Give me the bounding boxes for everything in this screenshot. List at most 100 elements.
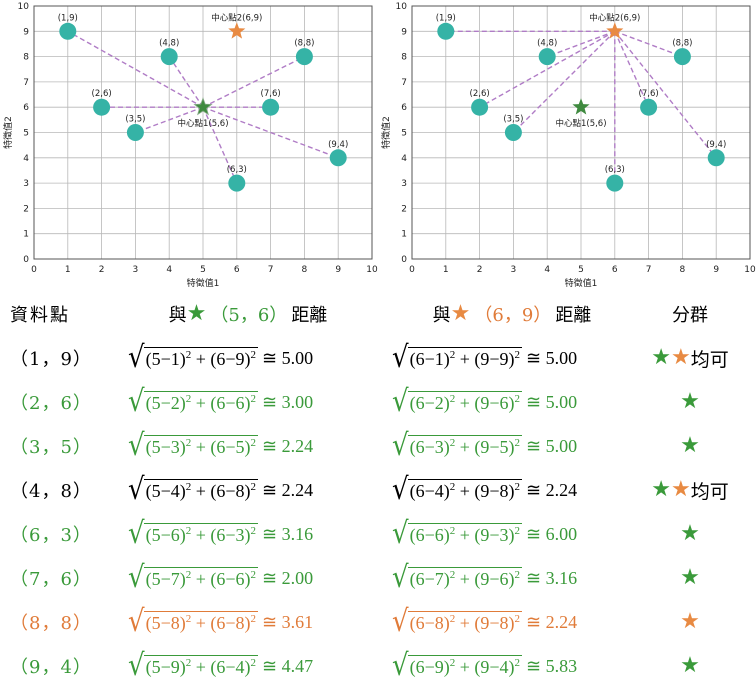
y-tick-label: 2 (401, 204, 407, 214)
chart-svg: 0 1 2 3 4 5 6 7 8 9 10 0 1 2 3 4 5 6 7 8 9 10 特徵值1 特徵值2 (1,9) (2,… (2, 2, 378, 289)
x-tick-label: 6 (234, 265, 240, 275)
distance-result: ≅ 3.16 (526, 567, 578, 588)
distance-result: ≅ 5.00 (526, 435, 578, 456)
radicand: (6−1)2 + (9−9)2 (407, 346, 523, 369)
x-axis-label: 特徵值1 (187, 277, 220, 289)
x-tick-label: 9 (713, 265, 719, 275)
sqrt-symbol: √ (392, 472, 409, 508)
scatter-chart-center2: 0 1 2 3 4 5 6 7 8 9 10 0 1 2 3 4 5 6 7 8 9 10 特徵值1 特徵值2 (1,9) (2,… (378, 0, 756, 296)
header-prefix: 與 (168, 305, 187, 326)
point-label: (1,9) (436, 13, 456, 23)
distance-to-center1: √ (5−7)2 + (6−6)2 ≅ 2.00 (128, 556, 368, 600)
distance-result: ≅ 2.24 (526, 479, 578, 500)
point-label: (1,9) (58, 13, 78, 23)
x-tick-label: 4 (544, 265, 550, 275)
distance-to-center2: √ (6−9)2 + (9−4)2 ≅ 5.83 (392, 644, 632, 688)
point-label: (3,5) (125, 115, 145, 125)
point-label: (9,4) (328, 140, 348, 150)
distance-to-center1: √ (5−8)2 + (6−8)2 ≅ 3.61 (128, 600, 368, 644)
plot-frame (33, 5, 373, 260)
distance-to-center1: √ (5−3)2 + (6−5)2 ≅ 2.24 (128, 424, 368, 468)
y-tick-label: 9 (23, 27, 29, 37)
table-row: （6，3） √ (5−6)2 + (6−3)2 ≅ 3.16 √ (6−6)2 + (9−… (0, 512, 756, 556)
y-axis-label: 特徵值2 (2, 116, 14, 149)
row-group: ★ ★ 均可 (640, 336, 740, 380)
point-label: (6,3) (605, 165, 625, 175)
distance-formula: √ (5−8)2 + (6−8)2 ≅ 3.61 (128, 604, 313, 640)
x-tick-label: 10 (366, 265, 378, 275)
distance-formula: √ (6−2)2 + (9−6)2 ≅ 5.00 (392, 385, 577, 420)
x-tick-label: 7 (646, 265, 652, 275)
x-tick-label: 5 (578, 265, 584, 275)
distance-line (168, 56, 204, 108)
group-text: 均可 (690, 348, 729, 371)
green-star-icon: ★ (651, 345, 671, 370)
table-row: （4，8） √ (5−4)2 + (6−8)2 ≅ 2.24 √ (6−4)2 + (9−… (0, 468, 756, 512)
y-tick-label: 10 (18, 2, 30, 12)
sqrt-symbol: √ (128, 340, 145, 376)
radicand: (5−6)2 + (6−3)2 (143, 522, 259, 545)
green-star-icon: ★ (186, 301, 207, 326)
distance-formula: √ (6−7)2 + (9−6)2 ≅ 3.16 (392, 561, 578, 596)
x-tick-label: 1 (443, 265, 449, 275)
distance-to-center1: √ (5−2)2 + (6−6)2 ≅ 3.00 (128, 380, 368, 424)
green-star-icon: ★ (680, 653, 700, 678)
green-star-icon: ★ (680, 433, 700, 458)
y-tick-label: 4 (23, 154, 29, 164)
radicand: (6−6)2 + (9−3)2 (407, 522, 523, 545)
distance-result: ≅ 5.83 (526, 655, 578, 676)
radicand: (5−4)2 + (6−8)2 (143, 478, 259, 501)
distance-result: ≅ 5.00 (262, 347, 314, 368)
header-coord: （6，9） (474, 305, 552, 326)
distance-to-center2: √ (6−7)2 + (9−6)2 ≅ 3.16 (392, 556, 632, 600)
data-point (538, 48, 556, 66)
x-tick-label: 3 (511, 265, 517, 275)
y-tick-label: 10 (396, 2, 408, 12)
header-group: 分群 (672, 305, 708, 326)
distance-formula: √ (5−7)2 + (6−6)2 ≅ 2.00 (128, 561, 314, 596)
y-tick-label: 1 (401, 230, 407, 240)
point-label: (7,6) (261, 89, 281, 99)
distance-result: ≅ 5.00 (526, 347, 578, 368)
table-row: （9，4） √ (5−9)2 + (6−4)2 ≅ 4.47 √ (6−9)2 + (9−… (0, 644, 756, 688)
y-tick-label: 5 (23, 129, 29, 139)
sqrt-symbol: √ (128, 604, 145, 640)
distance-result: ≅ 2.00 (262, 567, 314, 588)
data-point (707, 149, 725, 167)
x-tick-label: 7 (268, 265, 274, 275)
table-row: （2，6） √ (5−2)2 + (6−6)2 ≅ 3.00 √ (6−2)2 + (9−… (0, 380, 756, 424)
point-label: (2,6) (470, 89, 490, 99)
distance-to-center1: √ (5−6)2 + (6−3)2 ≅ 3.16 (128, 512, 368, 556)
x-tick-label: 2 (99, 265, 105, 275)
data-point (93, 98, 111, 116)
header-distance-center2: 與 ★ （6，9） 距離 (392, 292, 632, 336)
distance-to-center2: √ (6−3)2 + (9−5)2 ≅ 5.00 (392, 424, 632, 468)
row-point: （8，8） (10, 613, 92, 634)
sqrt-symbol: √ (128, 384, 145, 420)
header-coord: （5，6） (210, 305, 288, 326)
table-row: （3，5） √ (5−3)2 + (6−5)2 ≅ 2.24 √ (6−3)2 + (9−… (0, 424, 756, 468)
y-tick-label: 5 (401, 129, 407, 139)
radicand: (6−3)2 + (9−5)2 (407, 434, 523, 457)
distance-to-center2: √ (6−2)2 + (9−6)2 ≅ 5.00 (392, 380, 632, 424)
point-label: (8,8) (672, 39, 692, 49)
green-star-icon (193, 97, 213, 116)
orange-star-icon: ★ (450, 301, 471, 326)
distance-line (479, 30, 616, 108)
sqrt-symbol: √ (392, 648, 409, 684)
sqrt-symbol: √ (392, 428, 409, 464)
y-tick-label: 1 (23, 230, 29, 240)
x-tick-label: 9 (335, 265, 341, 275)
row-group: ★ (640, 380, 740, 424)
green-star-icon: ★ (680, 389, 700, 414)
data-point (640, 98, 658, 116)
row-point: （9，4） (10, 657, 92, 678)
x-tick-label: 0 (409, 265, 415, 275)
y-tick-label: 8 (23, 53, 29, 63)
row-point: （2，6） (10, 393, 92, 414)
distance-line (202, 106, 238, 184)
row-point: （1，9） (10, 349, 92, 370)
row-group: ★ (640, 556, 740, 600)
distance-result: ≅ 6.00 (526, 523, 578, 544)
scatter-chart-center1: 0 1 2 3 4 5 6 7 8 9 10 0 1 2 3 4 5 6 7 8 9 10 特徵值1 特徵值2 (1,9) (2,… (0, 0, 378, 296)
